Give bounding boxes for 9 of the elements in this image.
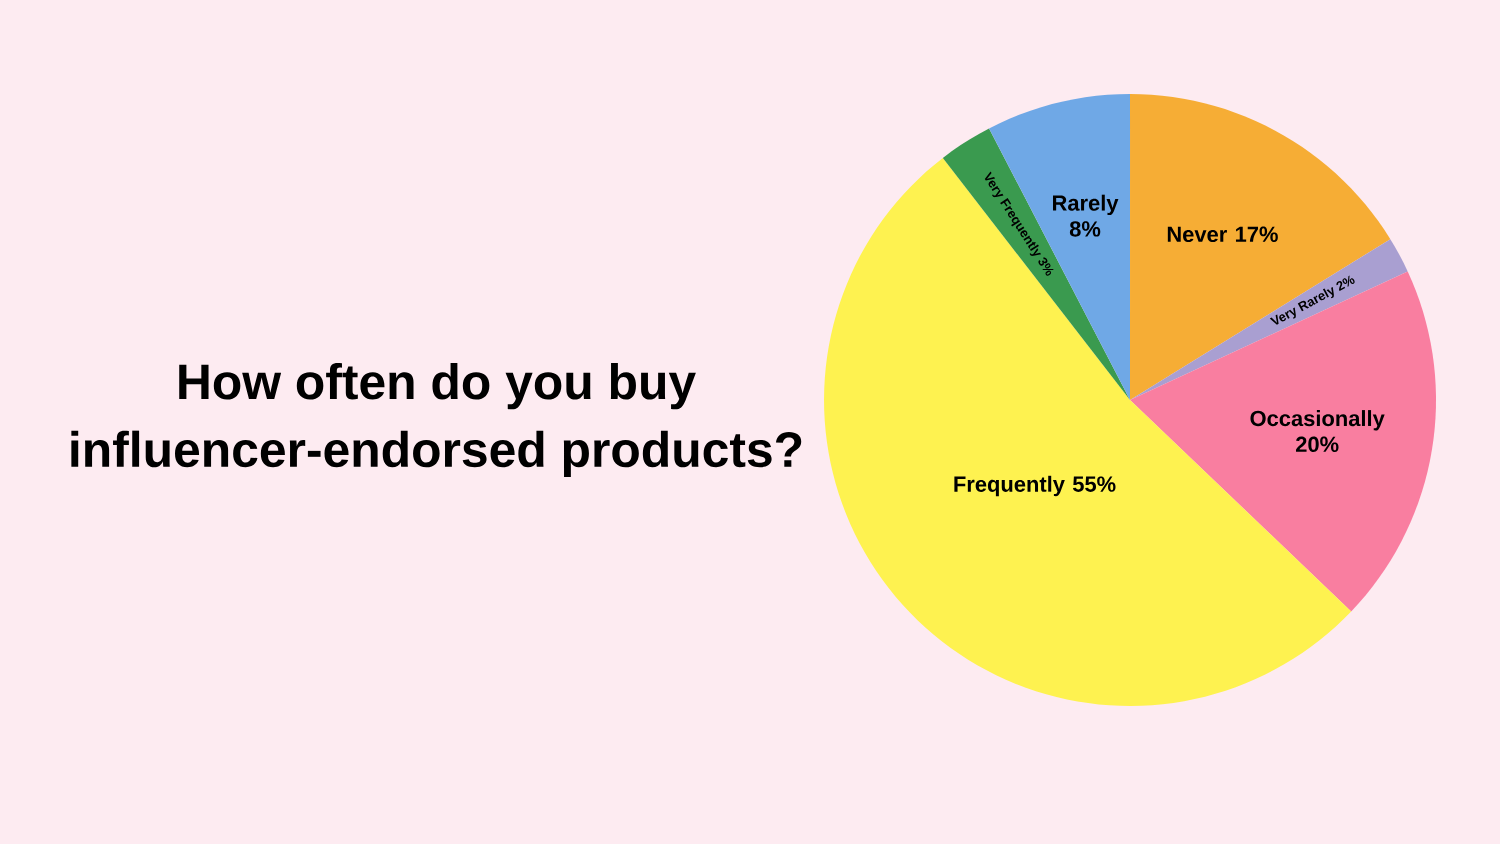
- slice-label: Frequently: [954, 475, 1065, 497]
- slice-label: Rarely: [1053, 194, 1119, 216]
- data-label: 8%: [1069, 221, 1101, 237]
- data-label: 55%: [1072, 476, 1116, 492]
- data-label: 17%: [1235, 226, 1278, 242]
- data-label: 20%: [1296, 436, 1339, 453]
- slice-label: Occasionally: [1250, 410, 1385, 431]
- slice-label: Never: [1167, 226, 1227, 243]
- text: How often do you buy influencer-endorsed products?: [71, 362, 802, 478]
